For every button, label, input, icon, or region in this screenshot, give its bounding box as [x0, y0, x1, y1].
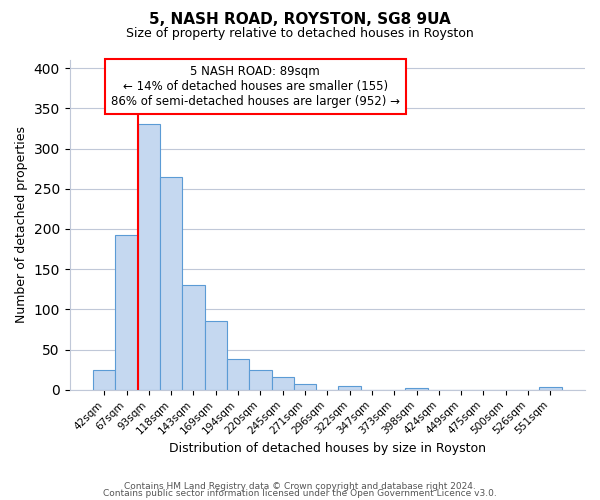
Text: Size of property relative to detached houses in Royston: Size of property relative to detached ho…	[126, 28, 474, 40]
Bar	[338, 386, 361, 390]
Bar	[93, 370, 115, 390]
Text: Contains HM Land Registry data © Crown copyright and database right 2024.: Contains HM Land Registry data © Crown c…	[124, 482, 476, 491]
Bar	[137, 124, 160, 390]
Bar	[160, 176, 182, 390]
Bar	[227, 360, 249, 390]
Bar	[272, 377, 294, 390]
Text: 5 NASH ROAD: 89sqm
← 14% of detached houses are smaller (155)
86% of semi-detach: 5 NASH ROAD: 89sqm ← 14% of detached hou…	[110, 65, 400, 108]
Bar	[205, 320, 227, 390]
Text: 5, NASH ROAD, ROYSTON, SG8 9UA: 5, NASH ROAD, ROYSTON, SG8 9UA	[149, 12, 451, 28]
Bar	[406, 388, 428, 390]
Bar	[182, 286, 205, 390]
Y-axis label: Number of detached properties: Number of detached properties	[15, 126, 28, 324]
Bar	[294, 384, 316, 390]
Bar	[115, 234, 137, 390]
Text: Contains public sector information licensed under the Open Government Licence v3: Contains public sector information licen…	[103, 490, 497, 498]
Bar	[539, 388, 562, 390]
X-axis label: Distribution of detached houses by size in Royston: Distribution of detached houses by size …	[169, 442, 486, 455]
Bar	[249, 370, 272, 390]
